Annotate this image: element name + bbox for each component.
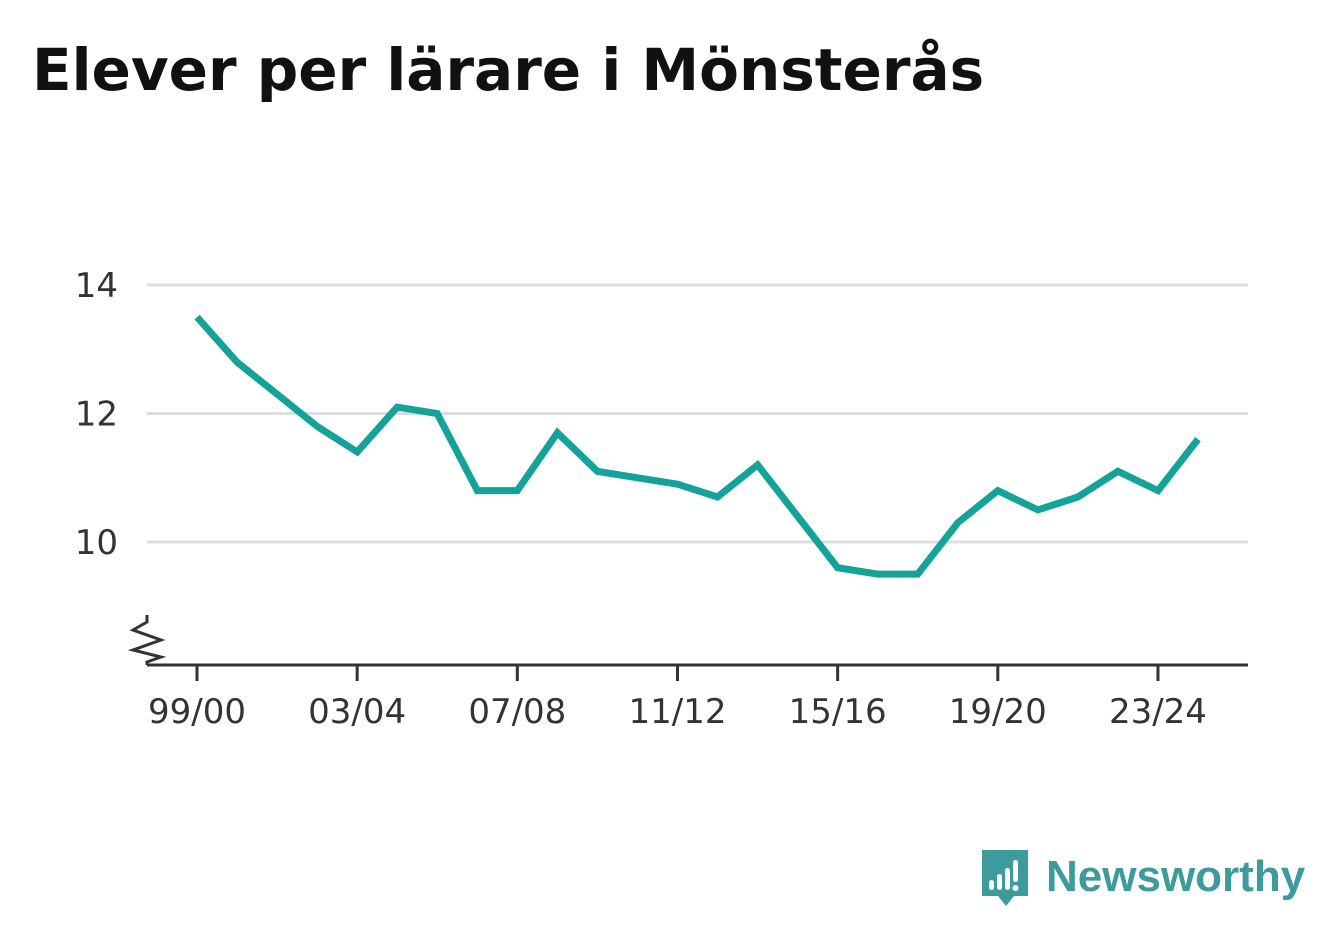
y-axis-ticks: 10 12 14 bbox=[75, 266, 118, 563]
series-line bbox=[194, 314, 1201, 578]
data-point bbox=[1037, 509, 1038, 510]
x-tick-label: 15/16 bbox=[789, 692, 887, 732]
data-point bbox=[837, 567, 838, 568]
data-point bbox=[597, 471, 598, 472]
data-series bbox=[194, 314, 1201, 578]
data-point bbox=[717, 497, 718, 498]
brand-name: Newsworthy bbox=[1046, 852, 1306, 901]
data-point bbox=[197, 317, 198, 318]
data-point bbox=[237, 362, 238, 363]
data-point bbox=[637, 477, 638, 478]
data-point bbox=[1117, 471, 1118, 472]
x-axis-ticks: 99/00 03/04 07/08 11/12 15/16 19/20 23/24 bbox=[148, 665, 1207, 732]
data-point bbox=[477, 490, 478, 491]
data-point bbox=[317, 426, 318, 427]
x-tick-label: 03/04 bbox=[308, 692, 406, 732]
y-tick-label: 10 bbox=[75, 523, 118, 563]
data-point bbox=[917, 574, 918, 575]
data-point bbox=[797, 516, 798, 517]
data-point bbox=[437, 413, 438, 414]
data-point bbox=[357, 452, 358, 453]
x-tick-label: 23/24 bbox=[1109, 692, 1207, 732]
y-axis-break-icon bbox=[127, 615, 167, 665]
newsworthy-logo-icon bbox=[982, 850, 1028, 906]
y-tick-label: 12 bbox=[75, 395, 118, 435]
axis-break-zigzag bbox=[127, 615, 167, 665]
data-point bbox=[517, 490, 518, 491]
data-point bbox=[677, 484, 678, 485]
grid-lines bbox=[147, 283, 1248, 544]
data-point bbox=[1198, 439, 1199, 440]
data-point bbox=[957, 522, 958, 523]
data-point bbox=[557, 432, 558, 433]
data-point bbox=[1077, 497, 1078, 498]
data-point bbox=[997, 490, 998, 491]
data-point bbox=[877, 574, 878, 575]
y-tick-label: 14 bbox=[75, 266, 118, 306]
x-tick-label: 19/20 bbox=[949, 692, 1047, 732]
x-tick-label: 99/00 bbox=[148, 692, 246, 732]
brand-logo-group: Newsworthy bbox=[980, 848, 1305, 910]
data-point bbox=[397, 407, 398, 408]
chart-title: Elever per lärare i Mönsterås bbox=[32, 36, 985, 104]
x-tick-label: 11/12 bbox=[628, 692, 726, 732]
data-point bbox=[757, 464, 758, 465]
x-tick-label: 07/08 bbox=[468, 692, 566, 732]
data-point bbox=[277, 394, 278, 395]
data-point bbox=[1157, 490, 1158, 491]
